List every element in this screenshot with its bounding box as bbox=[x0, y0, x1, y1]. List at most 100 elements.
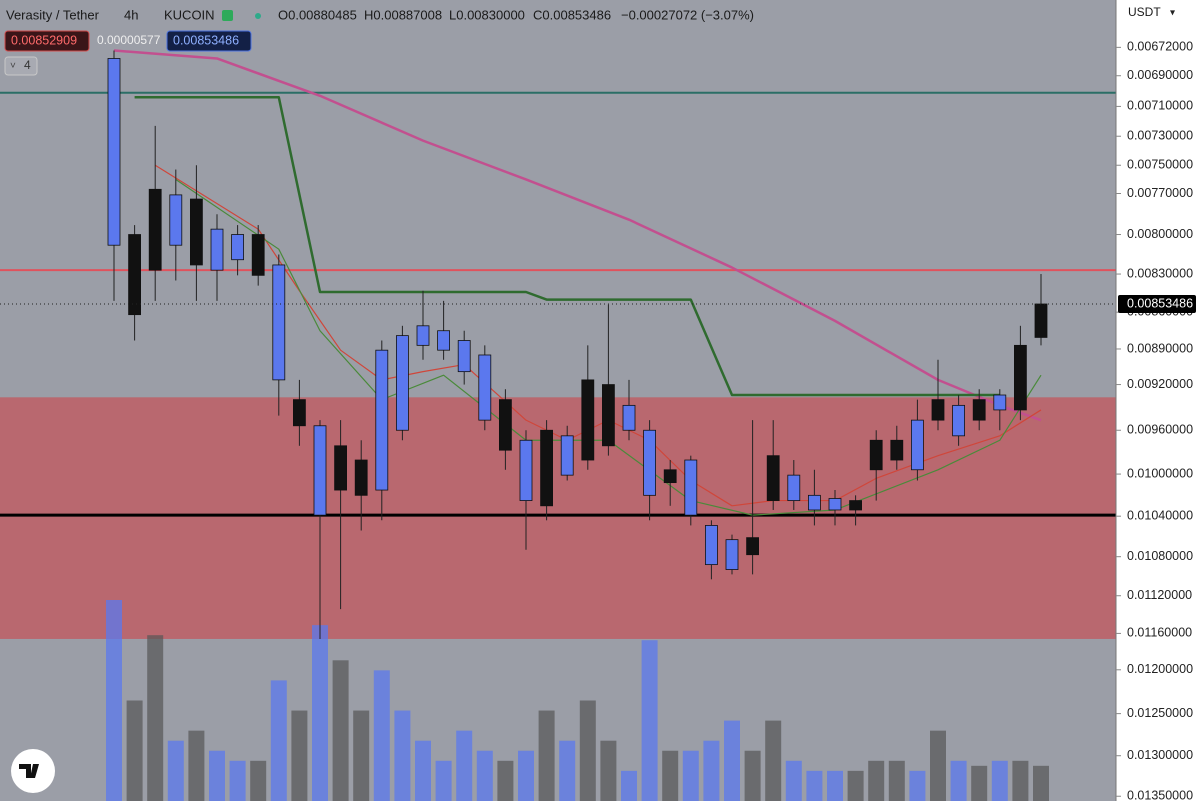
volume-bar bbox=[538, 710, 555, 801]
volume-bar bbox=[765, 720, 782, 801]
candle-body bbox=[231, 234, 245, 261]
indicators-toggle[interactable] bbox=[4, 56, 38, 76]
logo bbox=[11, 749, 55, 793]
volume-bar bbox=[250, 760, 267, 801]
status-dot bbox=[255, 13, 261, 19]
candle-body bbox=[540, 429, 553, 507]
y-tick-label: 0.01160000 bbox=[1127, 626, 1192, 640]
candle-body bbox=[128, 234, 142, 316]
candle-body bbox=[251, 234, 265, 276]
volume-bar bbox=[126, 700, 143, 801]
volume-bar bbox=[353, 710, 370, 801]
volume-bar bbox=[868, 760, 885, 801]
volume-bar bbox=[332, 660, 349, 801]
interval: 4h bbox=[124, 7, 138, 22]
volume-bar bbox=[724, 720, 740, 801]
y-tick-label: 0.01300000 bbox=[1127, 748, 1193, 762]
volume-bar bbox=[518, 750, 534, 801]
volume-bar bbox=[847, 770, 864, 801]
candle-body bbox=[663, 469, 677, 484]
volume-bar bbox=[188, 730, 205, 801]
volume-bar bbox=[147, 635, 164, 801]
indicator-count[interactable]: 4 bbox=[24, 58, 31, 72]
candle-body bbox=[498, 399, 512, 451]
volume-bar bbox=[909, 770, 926, 801]
candle-body bbox=[395, 335, 409, 431]
candle-body bbox=[746, 537, 759, 556]
candle-body bbox=[890, 439, 904, 461]
candle-body bbox=[911, 419, 924, 471]
y-tick-label: 0.00960000 bbox=[1127, 423, 1193, 437]
volume-bar bbox=[971, 765, 988, 801]
y-tick-label: 0.01200000 bbox=[1127, 662, 1193, 676]
toggle-caret[interactable]: ˅ bbox=[10, 61, 16, 72]
ask[interactable]: 0.00853486 bbox=[173, 33, 239, 47]
candle-body bbox=[787, 474, 801, 501]
supply-zone bbox=[0, 397, 1116, 639]
volume-bar bbox=[415, 740, 431, 801]
candle-body bbox=[993, 394, 1007, 411]
volume-bar bbox=[1033, 765, 1049, 801]
candle-body bbox=[869, 439, 883, 471]
candle-body bbox=[478, 354, 492, 421]
candle-body bbox=[560, 435, 574, 476]
candle-body bbox=[519, 439, 533, 501]
y-tick-label: 0.00730000 bbox=[1127, 129, 1193, 143]
y-tick-label: 0.01040000 bbox=[1127, 508, 1193, 522]
volume-bar bbox=[435, 760, 452, 801]
candle-body bbox=[931, 399, 945, 421]
y-tick-label: 0.00890000 bbox=[1127, 341, 1193, 355]
ask-box[interactable] bbox=[166, 30, 252, 52]
last-price-tag bbox=[1118, 295, 1196, 314]
y-tick-label: 0.01350000 bbox=[1127, 789, 1193, 801]
volume-bar bbox=[497, 760, 514, 801]
volume-bar bbox=[476, 750, 493, 801]
candle-body bbox=[972, 399, 986, 421]
candle-body bbox=[437, 330, 451, 351]
volume-bar bbox=[888, 760, 905, 801]
volume-bar bbox=[662, 750, 679, 801]
volume-bar bbox=[600, 740, 617, 801]
symbol: Verasity / Tether bbox=[6, 7, 100, 22]
candle-body bbox=[952, 404, 965, 437]
y-tick-label: 0.00830000 bbox=[1127, 266, 1193, 280]
volume-bar bbox=[1012, 760, 1029, 801]
volume-bar bbox=[312, 625, 328, 801]
candle-body bbox=[581, 379, 595, 461]
candle-body bbox=[1014, 344, 1027, 411]
candle-body bbox=[416, 325, 430, 346]
indicator-line bbox=[134, 96, 1000, 397]
candle-body bbox=[808, 494, 821, 511]
candle-body bbox=[766, 455, 780, 501]
header: Verasity / Tether 4h KUCOIN O0.00880485 … bbox=[4, 7, 754, 76]
candle-body bbox=[107, 58, 121, 246]
currency-caret[interactable]: ▾ bbox=[1170, 8, 1175, 19]
y-tick-label: 0.00690000 bbox=[1127, 68, 1193, 82]
currency[interactable]: USDT bbox=[1128, 5, 1161, 19]
volume-bar bbox=[373, 670, 390, 801]
volume-bar bbox=[641, 640, 658, 801]
candle-body bbox=[602, 384, 615, 447]
volume-bar bbox=[744, 750, 761, 801]
ohlc-close: C0.00853486 bbox=[533, 7, 611, 22]
candle-body bbox=[643, 429, 656, 496]
plot-area bbox=[0, 49, 1116, 801]
volume-bar bbox=[703, 740, 720, 801]
volume-bar bbox=[291, 710, 308, 801]
volume-bar bbox=[394, 710, 411, 801]
volume-bar bbox=[621, 770, 637, 801]
volume-bar bbox=[270, 680, 287, 801]
volume-bar bbox=[991, 760, 1008, 801]
spread: 0.00000577 bbox=[97, 33, 161, 47]
candle-body bbox=[210, 228, 224, 271]
y-tick-label: 0.01250000 bbox=[1127, 706, 1193, 720]
y-tick-label: 0.00800000 bbox=[1127, 227, 1193, 241]
bid-box[interactable] bbox=[4, 30, 90, 52]
candle-body bbox=[457, 340, 471, 373]
y-tick-label: 0.00920000 bbox=[1127, 377, 1193, 391]
bid[interactable]: 0.00852909 bbox=[11, 33, 77, 47]
y-tick-label: 0.00672000 bbox=[1127, 40, 1193, 54]
price-axis bbox=[1116, 0, 1200, 801]
exchange: KUCOIN bbox=[164, 7, 215, 22]
